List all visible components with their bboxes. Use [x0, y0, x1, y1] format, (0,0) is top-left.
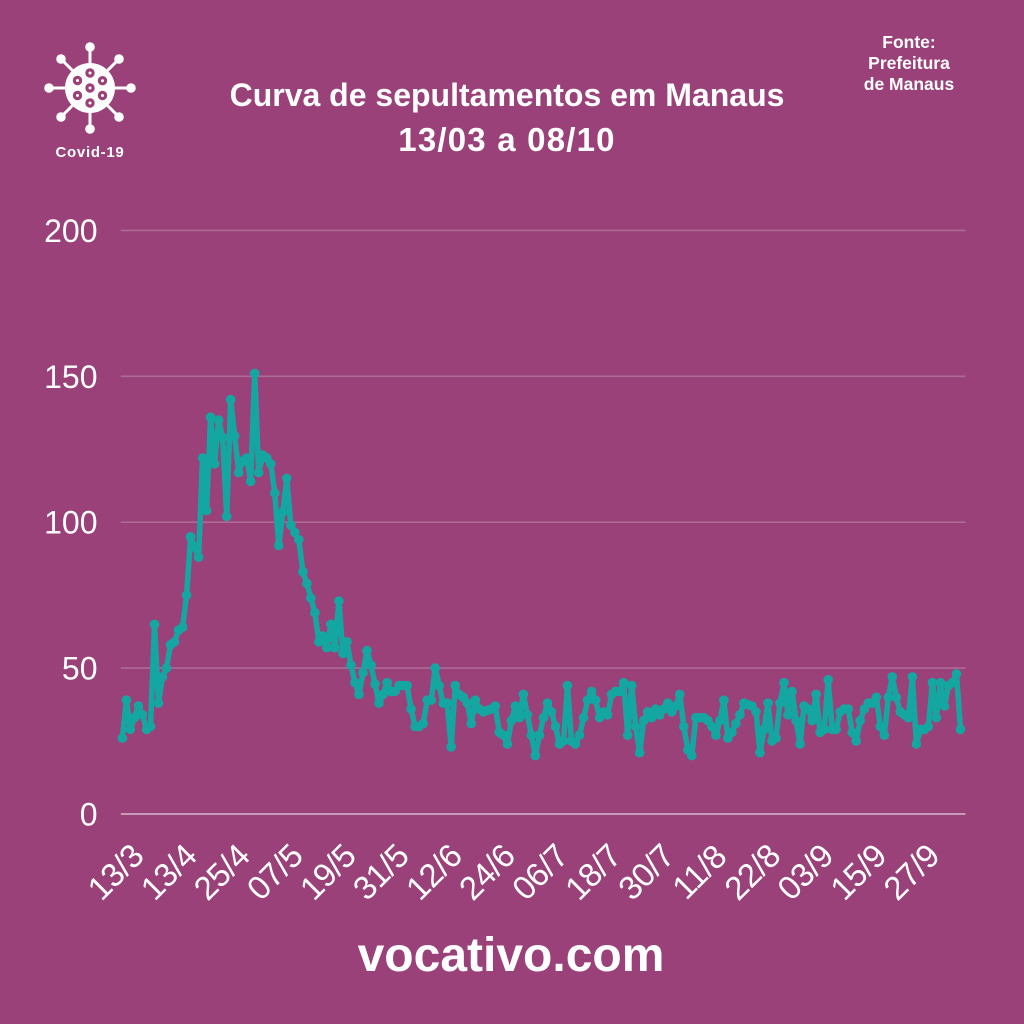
svg-text:13/03 a 08/10: 13/03 a 08/10 [398, 121, 615, 158]
svg-text:150: 150 [44, 359, 97, 395]
svg-text:de Manaus: de Manaus [864, 74, 955, 94]
svg-text:Fonte:: Fonte: [882, 32, 935, 52]
svg-text:50: 50 [62, 651, 98, 687]
svg-text:200: 200 [44, 213, 97, 249]
svg-text:vocativo.com: vocativo.com [358, 929, 665, 982]
svg-text:Prefeitura: Prefeitura [868, 53, 950, 73]
svg-text:0: 0 [80, 797, 98, 833]
svg-text:Covid-19: Covid-19 [56, 144, 125, 161]
svg-text:Curva de sepultamentos em Mana: Curva de sepultamentos em Manaus [230, 77, 785, 113]
svg-text:100: 100 [44, 505, 97, 541]
